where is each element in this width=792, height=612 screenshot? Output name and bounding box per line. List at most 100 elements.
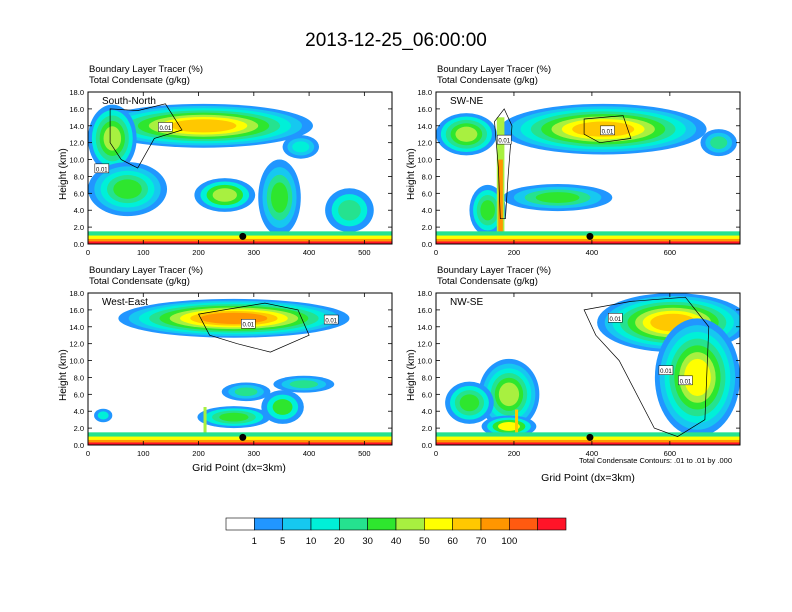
- colorbar-swatch: [452, 517, 482, 531]
- panel-title-line-2: Total Condensate (g/kg): [437, 75, 538, 86]
- colorbar-label: 100: [501, 536, 517, 547]
- y-tick-label: 8.0: [74, 373, 84, 382]
- field-blob: [272, 399, 293, 415]
- field-blob: [212, 188, 237, 202]
- contour-label: 0.01: [325, 319, 337, 325]
- tracer-field: 0.01 0.01: [436, 92, 740, 244]
- field-blob: [200, 312, 268, 324]
- condensate-contour: [109, 103, 183, 169]
- field-blob: [338, 199, 361, 221]
- field-blob: [219, 412, 249, 422]
- x-axis-label: Grid Point (dx=3km): [192, 462, 286, 474]
- x-tick-label: 200: [192, 449, 205, 458]
- y-tick-label: 14.0: [69, 323, 84, 332]
- field-band: [203, 407, 207, 445]
- contour-label: 0.01: [498, 139, 510, 145]
- x-tick-label: 300: [248, 449, 261, 458]
- x-tick-label: 100: [137, 248, 150, 257]
- contour-label-box: [241, 318, 256, 329]
- colorbar: 1 5 10 20 30 40 50 60 70 100: [225, 517, 567, 547]
- field-band: [436, 241, 740, 244]
- y-tick-label: 2.0: [74, 424, 84, 433]
- x-tick-label: 100: [137, 449, 150, 458]
- y-tick-label: 18.0: [69, 88, 84, 97]
- location-marker: [239, 433, 247, 441]
- x-tick-label: 400: [586, 248, 599, 257]
- location-marker: [239, 232, 247, 240]
- colorbar-label: 20: [334, 536, 345, 547]
- colorbar-label: 1: [252, 536, 257, 547]
- panel-3: 0.01 0.01 0.01 NW-SE 0.0 2.0 4.0 6.0 8.0 10.0 12.0…: [417, 289, 741, 458]
- colorbar-swatch: [310, 517, 340, 531]
- panel-title-line-2: Total Condensate (g/kg): [437, 276, 538, 287]
- x-tick-label: 0: [86, 449, 90, 458]
- x-tick-label: 400: [303, 449, 316, 458]
- contour-label-box: [496, 134, 512, 145]
- condensate-contour: [494, 108, 513, 220]
- panel-title: Boundary Layer Tracer (%) Total Condensa…: [437, 64, 551, 86]
- field-blob: [684, 358, 711, 397]
- colorbar-swatch: [225, 517, 255, 531]
- colorbar-label: 30: [362, 536, 373, 547]
- y-tick-label: 4.0: [74, 407, 84, 416]
- x-tick-label: 0: [86, 248, 90, 257]
- y-tick-label: 10.0: [69, 357, 84, 366]
- x-tick-label: 600: [664, 248, 677, 257]
- y-tick-label: 4.0: [422, 407, 432, 416]
- contour-label-box: [600, 125, 615, 136]
- x-tick-label: 200: [508, 248, 521, 257]
- y-tick-label: 16.0: [417, 105, 432, 114]
- location-marker: [586, 232, 594, 240]
- y-tick-label: 6.0: [74, 390, 84, 399]
- x-tick-label: 400: [303, 248, 316, 257]
- y-tick-label: 10.0: [417, 357, 432, 366]
- field-band: [88, 241, 392, 244]
- x-axis-label: Grid Point (dx=3km): [541, 472, 635, 484]
- y-tick-label: 12.0: [69, 139, 84, 148]
- panel-title-line-2: Total Condensate (g/kg): [89, 276, 190, 287]
- x-tick-label: 200: [192, 248, 205, 257]
- field-blob: [271, 182, 289, 213]
- field-blob: [234, 387, 258, 397]
- colorbar-swatch: [480, 517, 510, 531]
- colorbar-label: 5: [280, 536, 285, 547]
- field-blob: [289, 380, 319, 389]
- field-blob: [459, 394, 480, 412]
- y-tick-label: 8.0: [74, 172, 84, 181]
- x-tick-label: 500: [358, 248, 371, 257]
- contour-label-box: [158, 122, 173, 132]
- panel-title-line-1: Boundary Layer Tracer (%): [89, 64, 204, 75]
- y-tick-label: 0.0: [74, 441, 84, 450]
- contour-label: 0.01: [602, 129, 614, 135]
- field-blob: [498, 382, 520, 407]
- panel-label: NW-SE: [450, 297, 483, 308]
- field-blob: [535, 192, 580, 203]
- field-blob: [97, 411, 109, 420]
- field-blob: [455, 126, 478, 142]
- y-tick-label: 0.0: [74, 240, 84, 249]
- panel-1: 0.01 0.01 SW-NE 0.0 2.0 4.0 6.0 8.0 10.0 12.0 14.0…: [417, 88, 741, 257]
- y-tick-label: 10.0: [417, 156, 432, 165]
- y-tick-label: 14.0: [69, 122, 84, 131]
- y-tick-label: 8.0: [422, 373, 432, 382]
- tracer-field: 0.01 0.01: [88, 92, 392, 244]
- colorbar-swatch: [367, 517, 397, 531]
- panel-label: South-North: [102, 96, 156, 107]
- panel-title-line-2: Total Condensate (g/kg): [89, 75, 190, 86]
- x-tick-label: 0: [434, 449, 438, 458]
- colorbar-label: 70: [476, 536, 487, 547]
- x-tick-label: 200: [508, 449, 521, 458]
- y-tick-label: 0.0: [422, 240, 432, 249]
- contour-note: Total Condensate Contours: .01 to .01 by…: [579, 456, 733, 465]
- colorbar-swatch: [339, 517, 368, 531]
- plot-frame: [435, 292, 741, 446]
- contour-label-box: [323, 314, 339, 325]
- field-band: [498, 159, 503, 244]
- contour-label-box: [94, 163, 110, 174]
- contour-label: 0.01: [96, 167, 108, 173]
- y-tick-label: 6.0: [422, 390, 432, 399]
- y-tick-label: 4.0: [422, 206, 432, 215]
- y-tick-label: 12.0: [417, 139, 432, 148]
